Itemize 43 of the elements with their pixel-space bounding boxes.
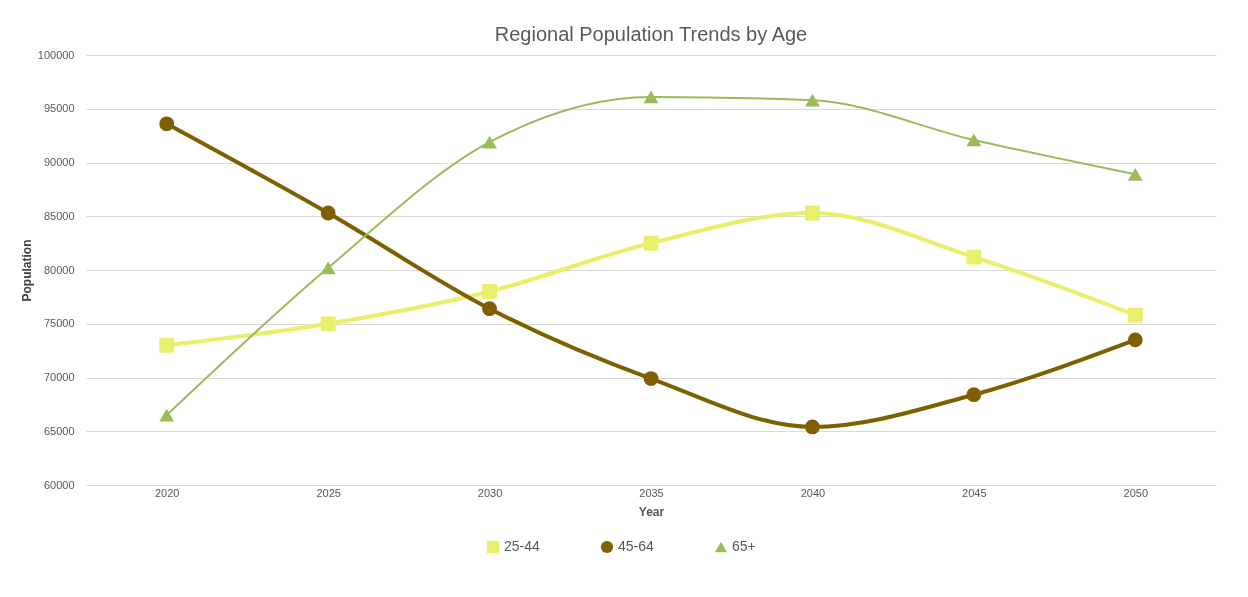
point: [482, 284, 497, 299]
point: [159, 408, 175, 422]
x-tick-label: 2045: [962, 486, 987, 499]
chart-title: Regional Population Trends by Age: [494, 23, 808, 45]
legend-label: 25-44: [504, 538, 541, 554]
legend-label: 45-64: [618, 538, 655, 554]
point: [1127, 167, 1143, 181]
point: [320, 316, 336, 332]
x-tick-label: 2050: [1123, 486, 1149, 499]
point: [643, 371, 659, 386]
point: [966, 133, 982, 147]
point: [482, 301, 497, 317]
point: [966, 387, 982, 403]
x-axis-title: Year: [638, 504, 665, 519]
y-tick-label: 85000: [43, 209, 75, 222]
x-tick-label: 2025: [316, 486, 341, 499]
x-tick-label: 2020: [154, 486, 180, 499]
point: [320, 205, 336, 221]
y-tick-label: 80000: [43, 263, 75, 276]
y-tick-label: 70000: [43, 371, 75, 383]
point: [159, 116, 175, 132]
y-tick-label: 95000: [43, 102, 75, 115]
point: [320, 261, 336, 275]
point: [159, 337, 175, 353]
point: [643, 90, 659, 104]
point: [805, 419, 820, 435]
y-tick-label: 65000: [43, 424, 75, 437]
point: [1127, 332, 1143, 348]
point: [805, 205, 820, 221]
y-tick-label: 100000: [37, 48, 75, 61]
x-tick-label: 2035: [639, 486, 664, 499]
point: [643, 235, 659, 251]
y-axis-title: Population: [19, 239, 34, 302]
point: [966, 249, 982, 265]
x-tick-label: 2040: [800, 486, 826, 499]
point: [805, 93, 820, 107]
y-tick-label: 90000: [43, 156, 75, 168]
point: [482, 135, 497, 149]
x-tick-label: 2030: [477, 486, 503, 499]
legend-label: 65+: [732, 538, 756, 554]
y-tick-label: 60000: [43, 478, 75, 491]
y-tick-label: 75000: [43, 317, 75, 330]
point: [1127, 307, 1143, 323]
